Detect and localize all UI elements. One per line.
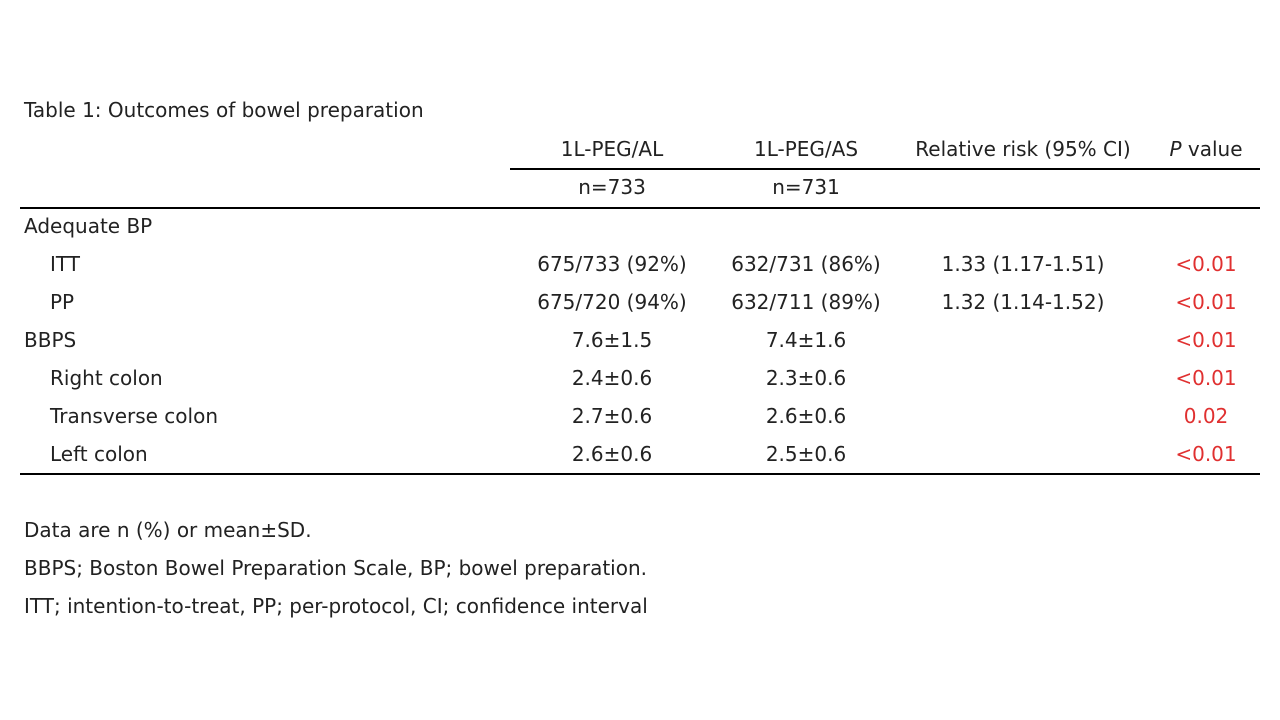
row-label: Transverse colon	[50, 404, 218, 428]
row-g2: 2.3±0.6	[765, 366, 847, 390]
row-g2: 2.6±0.6	[765, 404, 847, 428]
row-label: Left colon	[50, 442, 148, 466]
row-g1: 2.7±0.6	[571, 404, 653, 428]
header-group1: 1L-PEG/AL	[560, 137, 664, 161]
bottom-rule	[20, 473, 1260, 475]
row-p: <0.01	[1175, 366, 1237, 390]
row-g1: 675/720 (94%)	[537, 290, 687, 314]
footnote-3: ITT; intention-to-treat, PP; per-protoco…	[24, 594, 648, 618]
footnote-2: BBPS; Boston Bowel Preparation Scale, BP…	[24, 556, 647, 580]
header-p-italic: P	[1169, 137, 1182, 161]
header-p-rest: value	[1181, 137, 1243, 161]
row-label: Right colon	[50, 366, 163, 390]
row-p: 0.02	[1183, 404, 1229, 428]
header-group2: 1L-PEG/AS	[753, 137, 859, 161]
header-relative-risk: Relative risk (95% CI)	[915, 137, 1131, 161]
row-p: <0.01	[1175, 328, 1237, 352]
row-g2: 2.5±0.6	[765, 442, 847, 466]
row-g2: 632/711 (89%)	[731, 290, 881, 314]
row-g2: 632/731 (86%)	[731, 252, 881, 276]
header-p-value: P value	[1150, 137, 1262, 161]
row-label: ITT	[50, 252, 80, 276]
row-p: <0.01	[1175, 442, 1237, 466]
table-caption: Table 1: Outcomes of bowel preparation	[24, 98, 424, 122]
row-g1: 2.6±0.6	[571, 442, 653, 466]
row-label: PP	[50, 290, 75, 314]
header-subrule	[510, 168, 1260, 170]
header-rule	[20, 207, 1260, 209]
row-g1: 675/733 (92%)	[537, 252, 687, 276]
row-label: BBPS	[24, 328, 77, 352]
footnote-1: Data are n (%) or mean±SD.	[24, 518, 312, 542]
row-label: Adequate BP	[24, 214, 153, 238]
row-p: <0.01	[1175, 252, 1237, 276]
header-n1: n=733	[578, 175, 646, 199]
row-g1: 7.6±1.5	[571, 328, 653, 352]
row-g2: 7.4±1.6	[765, 328, 847, 352]
row-p: <0.01	[1175, 290, 1237, 314]
header-n2: n=731	[772, 175, 840, 199]
row-g1: 2.4±0.6	[571, 366, 653, 390]
row-rr: 1.32 (1.14-1.52)	[941, 290, 1105, 314]
row-rr: 1.33 (1.17-1.51)	[941, 252, 1105, 276]
